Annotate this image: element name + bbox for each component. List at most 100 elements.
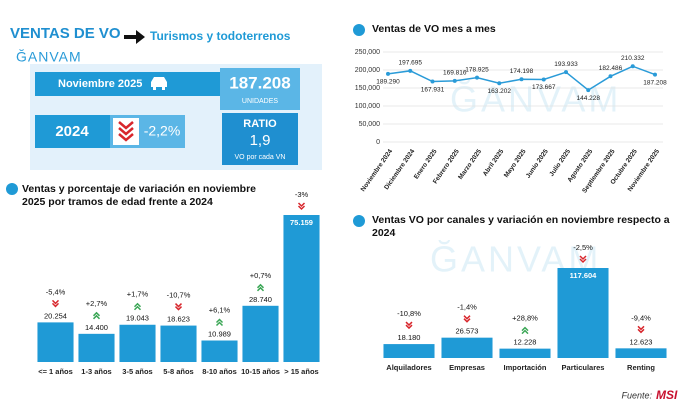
point — [408, 68, 413, 73]
change-arrow — [215, 318, 224, 327]
bar — [283, 215, 320, 362]
chart-title: Ventas y porcentaje de variación en novi… — [22, 183, 257, 208]
units-box — [220, 68, 300, 110]
kpi-units: 187.208 — [229, 73, 290, 92]
data-label: 173.667 — [532, 84, 556, 91]
y-tick-label: 50,000 — [359, 121, 381, 128]
kpi-variation: -2,2% — [144, 123, 181, 139]
data-label: 10.989 — [208, 329, 231, 338]
data-label: 174.198 — [510, 68, 534, 75]
change-arrow — [637, 325, 645, 334]
change-label: -10,8% — [397, 309, 421, 318]
year-box — [35, 115, 110, 148]
data-label: 18.623 — [167, 315, 190, 324]
data-label: 182.486 — [599, 65, 623, 72]
source-label: Fuente: — [621, 390, 652, 400]
bar — [78, 333, 115, 362]
change-arrow — [405, 321, 413, 330]
data-label: 26.573 — [456, 327, 479, 336]
bar — [119, 324, 156, 362]
data-label: 193.933 — [554, 61, 578, 68]
point — [630, 64, 635, 69]
period-box — [35, 72, 220, 96]
change-arrow — [521, 326, 529, 335]
change-arrow — [256, 283, 265, 292]
data-label: 14.400 — [85, 323, 108, 332]
change-label: +28,8% — [512, 314, 538, 323]
data-label: 19.043 — [126, 314, 149, 323]
point — [653, 72, 657, 77]
source-logo: MSI — [656, 388, 678, 402]
point — [586, 88, 591, 93]
point — [430, 79, 435, 84]
x-tick-label: 8-10 años — [202, 367, 237, 376]
data-label: 75.159 — [290, 218, 313, 227]
y-tick-label: 250,000 — [355, 49, 380, 56]
x-tick-label: Particulares — [562, 363, 605, 372]
kpi-period: Noviembre 2025 — [58, 78, 142, 90]
bar — [441, 337, 493, 358]
data-label: 12.623 — [630, 337, 653, 346]
change-arrow — [297, 202, 306, 211]
data-label: 210.332 — [621, 55, 645, 62]
kpi-ratio-note: VO por cada VN — [235, 154, 286, 161]
point — [541, 77, 546, 82]
x-tick-label: Renting — [627, 363, 655, 372]
change-arrow — [463, 315, 471, 323]
down-icon — [118, 121, 134, 142]
y-tick-label: 200,000 — [355, 67, 380, 74]
kpi-ratio-label: RATIO — [243, 118, 277, 130]
x-tick-label: 3-5 años — [122, 367, 152, 376]
change-arrow — [92, 311, 101, 320]
bar — [37, 322, 74, 362]
kpi-ratio: 1,9 — [250, 132, 271, 149]
x-tick-label: Importación — [504, 363, 547, 372]
data-label: 167.931 — [421, 86, 445, 93]
bar — [557, 268, 609, 358]
data-label: 178.925 — [465, 66, 489, 73]
data-label: 20.254 — [44, 311, 67, 320]
watermark: ĞANVAM — [450, 79, 621, 120]
bar — [615, 348, 667, 358]
point — [564, 70, 568, 75]
point — [519, 77, 524, 82]
chart-title: Ventas VO por canales y variación en nov… — [372, 214, 670, 239]
data-label: 12.228 — [514, 338, 537, 347]
data-label: 163.202 — [488, 88, 512, 95]
x-tick-label: > 15 años — [284, 367, 318, 376]
brand-logo: ĞANVAM — [16, 49, 82, 65]
y-tick-label: 100,000 — [355, 103, 380, 110]
x-tick-label: 5-8 años — [163, 367, 193, 376]
data-label: 187.208 — [643, 79, 667, 86]
point — [608, 74, 613, 79]
bar — [242, 305, 279, 362]
page-subtitle: Turismos y todoterrenos — [150, 29, 291, 43]
x-tick-label: 1-3 años — [81, 367, 111, 376]
ratio-box — [222, 113, 298, 165]
change-label: -2,5% — [573, 243, 593, 252]
change-arrow — [51, 299, 60, 308]
change-label: -10,7% — [167, 291, 191, 300]
car-icon — [151, 77, 167, 90]
change-label: -9,4% — [631, 313, 651, 322]
y-tick-label: 0 — [376, 139, 380, 146]
y-tick-label: 150,000 — [355, 85, 380, 92]
x-tick-label: Empresas — [449, 363, 485, 372]
kpi-units-label: UNIDADES — [242, 98, 279, 105]
title-icon — [353, 215, 365, 227]
bar — [201, 340, 238, 362]
data-label: 197.695 — [399, 60, 423, 67]
page-title: VENTAS DE VO — [10, 25, 121, 42]
point — [475, 75, 479, 80]
chart-title: Ventas de VO mes a mes — [372, 23, 496, 35]
change-arrow — [579, 255, 587, 264]
title-icon — [6, 183, 18, 195]
point — [497, 81, 502, 86]
point — [386, 71, 390, 76]
data-label: 117.604 — [570, 271, 598, 280]
arrow-icon — [124, 30, 145, 44]
change-label: +6,1% — [209, 305, 231, 314]
bar — [383, 344, 435, 358]
